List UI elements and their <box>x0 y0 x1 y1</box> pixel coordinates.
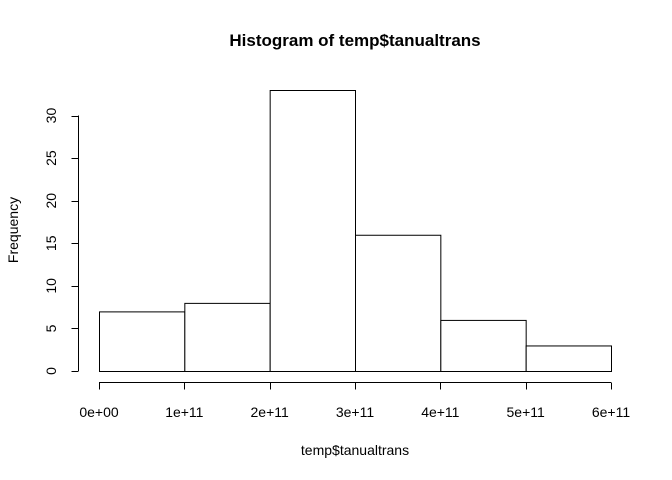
x-tick-label-0: 0e+00 <box>79 404 119 420</box>
histogram-bar-5 <box>525 345 613 373</box>
x-tick-label-4: 4e+11 <box>421 404 459 420</box>
x-tick-label-5: 5e+11 <box>507 404 545 420</box>
chart-title: Histogram of temp$tanualtrans <box>229 31 480 50</box>
y-axis-label: Frequency <box>5 197 21 263</box>
y-tick-label-2: 10 <box>43 278 59 294</box>
y-axis: 0 5 10 15 20 25 30 <box>43 108 79 375</box>
histogram-bars <box>99 90 613 373</box>
x-tick-label-6: 6e+11 <box>592 404 630 420</box>
histogram-bar-3 <box>355 234 442 372</box>
y-tick-label-1: 5 <box>43 324 59 332</box>
x-tick-label-3: 3e+11 <box>336 404 374 420</box>
y-tick-label-4: 20 <box>43 193 59 209</box>
x-axis: 0e+00 1e+11 2e+11 3e+11 4e+11 5e+11 6e+11 <box>79 382 630 420</box>
x-tick-label-1: 1e+11 <box>165 404 203 420</box>
y-tick-label-0: 0 <box>43 367 59 375</box>
y-tick-label-5: 25 <box>43 150 59 166</box>
x-axis-label: temp$tanualtrans <box>301 442 409 458</box>
y-tick-label-6: 30 <box>43 108 59 124</box>
histogram-bar-2 <box>269 90 356 372</box>
histogram-bar-1 <box>184 302 271 372</box>
histogram-bar-0 <box>99 311 186 373</box>
histogram-bar-4 <box>440 319 527 372</box>
y-tick-label-3: 15 <box>43 235 59 251</box>
x-tick-label-2: 2e+11 <box>251 404 289 420</box>
